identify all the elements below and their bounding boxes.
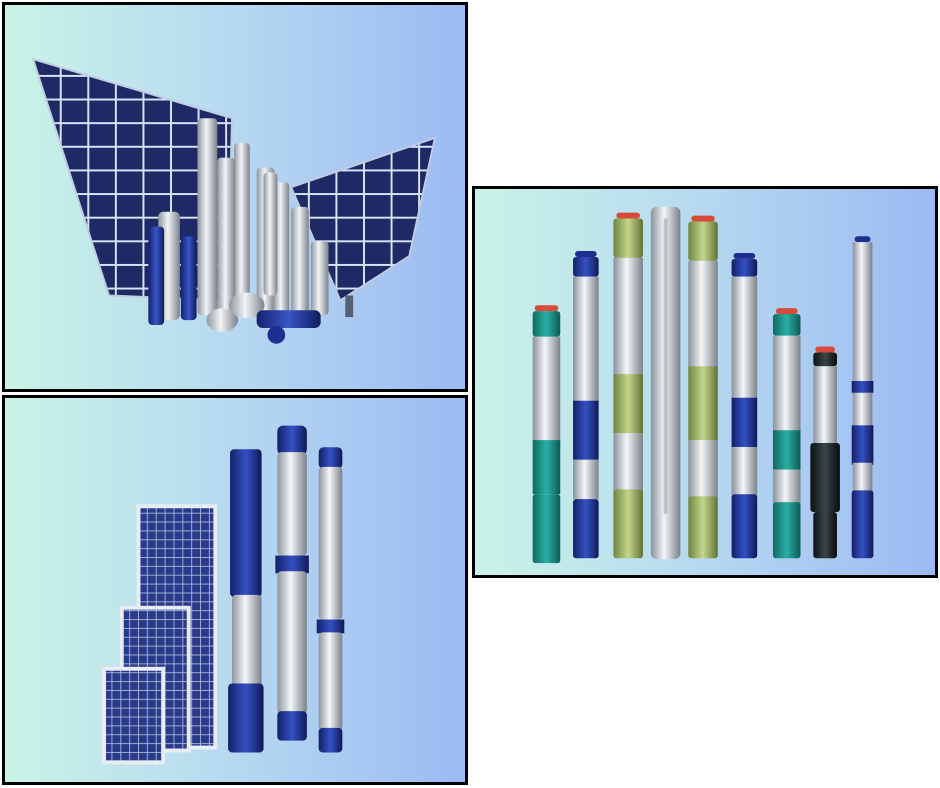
- pump-4-steel: [650, 206, 681, 560]
- pump-2-blue: [573, 251, 599, 559]
- pump-6-blue: [731, 253, 758, 559]
- pump-7-teal: [772, 308, 801, 559]
- pump-5-green: [688, 215, 718, 559]
- solar-array-illustration: [31, 57, 437, 344]
- panel-solar-panels-with-submersible-pumps: [2, 395, 468, 785]
- pump-tall-blue: [228, 449, 264, 753]
- pump-tall-steel: [275, 425, 309, 741]
- solar-panel-stack: [102, 504, 218, 765]
- pump-lineup-illustration: [532, 206, 874, 564]
- pump-8-black: [810, 346, 840, 559]
- pump-slim-steel: [316, 447, 345, 753]
- pump-1-teal: [532, 305, 561, 564]
- panel-solar-array-with-pumps: [2, 2, 468, 392]
- panel-submersible-pump-lineup: [472, 186, 938, 578]
- solar-panels-illustration: [102, 425, 345, 765]
- pump-3-green: [613, 212, 643, 559]
- pump-cluster: [148, 118, 354, 344]
- pump-9-blue: [851, 236, 874, 559]
